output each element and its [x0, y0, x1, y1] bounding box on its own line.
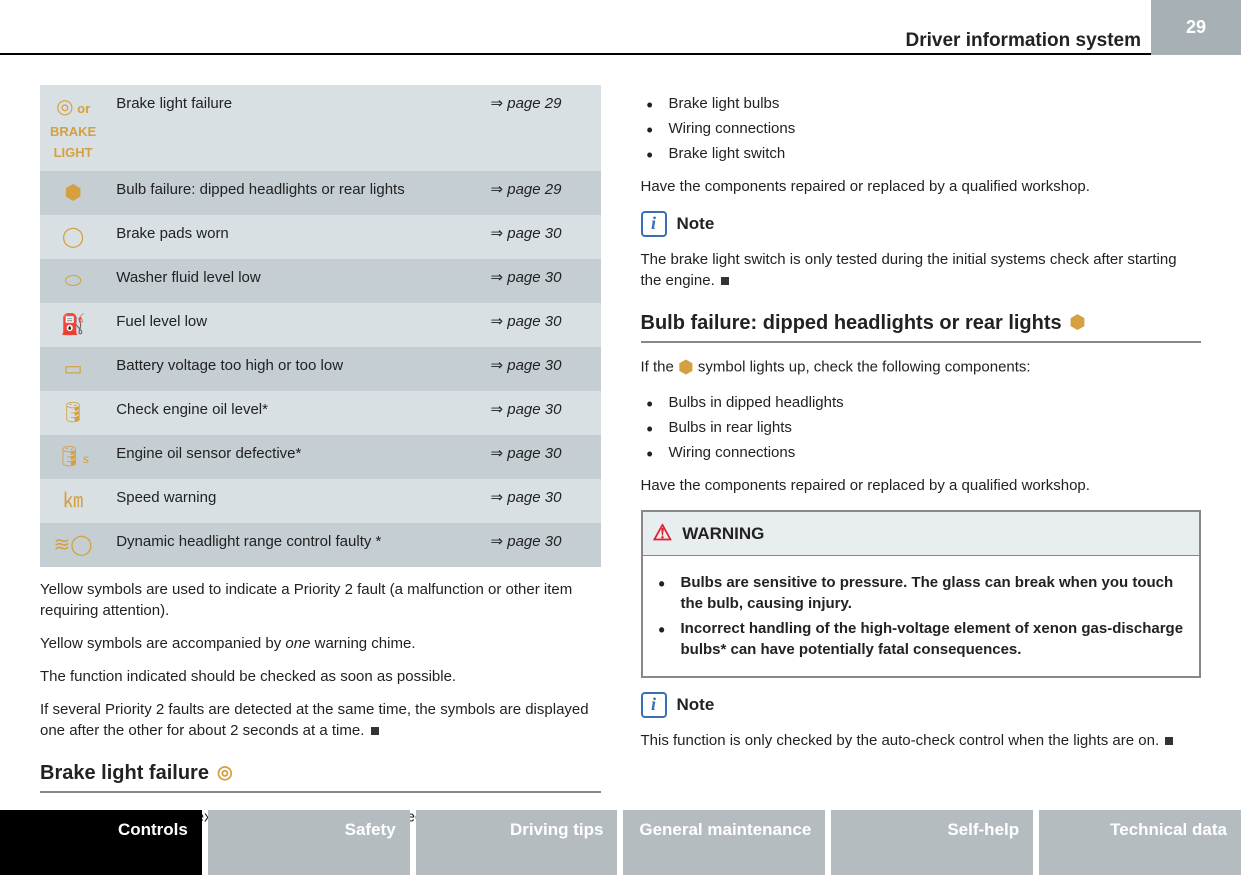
warning-icon-cell: ⬢ — [40, 171, 106, 215]
table-row: 🛢ₛ Engine oil sensor defective*page 30 — [40, 435, 601, 479]
nav-tab-driving-tips[interactable]: Driving tips — [416, 810, 618, 875]
info-paragraph: If several Priority 2 faults are detecte… — [40, 699, 601, 741]
warning-description: Brake light failure — [106, 85, 480, 171]
warning-icon-cell: ㎞ — [40, 479, 106, 523]
nav-tab-technical-data[interactable]: Technical data — [1039, 810, 1241, 875]
warning-icon-cell: 🛢ₛ — [40, 435, 106, 479]
warning-header: ⚠ WARNING — [643, 512, 1200, 556]
warning-icon: ◎ — [56, 96, 73, 118]
bulb-intro: If the ⬢ symbol lights up, check the fol… — [641, 355, 1202, 380]
warning-description: Bulb failure: dipped headlights or rear … — [106, 171, 480, 215]
warning-icon-cell: ▭ — [40, 347, 106, 391]
warning-description: Washer fluid level low — [106, 259, 480, 303]
table-row: ⛽ Fuel level lowpage 30 — [40, 303, 601, 347]
warning-icon: 🛢 — [60, 402, 85, 424]
info-paragraph: Yellow symbols are accompanied by one wa… — [40, 633, 601, 654]
page-header: Driver information system 29 — [0, 0, 1241, 55]
repair-instruction: Have the components repaired or replaced… — [641, 176, 1202, 197]
right-column: Brake light bulbs Wiring connections Brake… — [641, 85, 1202, 863]
warning-description: Brake pads worn — [106, 215, 480, 259]
warning-description: Speed warning — [106, 479, 480, 523]
table-row: ㎞ Speed warningpage 30 — [40, 479, 601, 523]
table-row: ◯ Brake pads wornpage 30 — [40, 215, 601, 259]
table-row: 🛢 Check engine oil level*page 30 — [40, 391, 601, 435]
warning-icon-cell: ≋◯ — [40, 523, 106, 567]
nav-tab-safety[interactable]: Safety — [208, 810, 410, 875]
page-reference[interactable]: page 30 — [481, 215, 601, 259]
warning-triangle-icon: ⚠ — [653, 518, 673, 549]
left-column: ◎ or BRAKE LIGHTBrake light failurepage … — [40, 85, 601, 863]
page-reference[interactable]: page 30 — [481, 435, 601, 479]
list-item: Wiring connections — [641, 118, 1202, 139]
warning-icon: ⬭ — [65, 270, 82, 292]
repair-instruction-2: Have the components repaired or replaced… — [641, 475, 1202, 496]
content-area: ◎ or BRAKE LIGHTBrake light failurepage … — [0, 55, 1241, 863]
table-row: ▭ Battery voltage too high or too lowpage… — [40, 347, 601, 391]
warning-icon: ◯ — [62, 226, 84, 248]
table-row: ⬢ Bulb failure: dipped headlights or rear… — [40, 171, 601, 215]
nav-tab-general-maintenance[interactable]: General maintenance — [623, 810, 825, 875]
section-brake-light-failure: Brake light failure ◎ — [40, 759, 601, 793]
brake-light-icon: ◎ — [217, 760, 233, 785]
warning-icon: 🛢ₛ — [57, 446, 90, 468]
list-item: Bulbs in dipped headlights — [641, 392, 1202, 413]
warning-icon: ≋◯ — [54, 534, 93, 556]
brake-components-list: Brake light bulbs Wiring connections Brake… — [641, 93, 1202, 164]
warning-description: Engine oil sensor defective* — [106, 435, 480, 479]
page-reference[interactable]: page 29 — [481, 171, 601, 215]
warning-icon-cell: 🛢 — [40, 391, 106, 435]
footer-nav-tabs: ControlsSafetyDriving tipsGeneral mainte… — [0, 810, 1241, 875]
list-item: Wiring connections — [641, 442, 1202, 463]
warning-icon-cell: ⬭ — [40, 259, 106, 303]
info-paragraph: Yellow symbols are used to indicate a Pr… — [40, 579, 601, 621]
warning-icon-cell: ◯ — [40, 215, 106, 259]
list-item: Incorrect handling of the high-voltage e… — [653, 618, 1190, 660]
page-reference[interactable]: page 30 — [481, 523, 601, 567]
bulb-icon: ⬢ — [678, 357, 694, 377]
page-number: 29 — [1151, 0, 1241, 55]
page-reference[interactable]: page 30 — [481, 259, 601, 303]
bulb-icon: ⬢ — [1070, 310, 1086, 335]
warning-description: Battery voltage too high or too low — [106, 347, 480, 391]
page-reference[interactable]: page 29 — [481, 85, 601, 171]
info-icon: i — [641, 692, 667, 718]
bulb-components-list: Bulbs in dipped headlights Bulbs in rear … — [641, 392, 1202, 463]
list-item: Brake light bulbs — [641, 93, 1202, 114]
warning-box: ⚠ WARNING Bulbs are sensitive to pressur… — [641, 510, 1202, 678]
list-item: Bulbs are sensitive to pressure. The gla… — [653, 572, 1190, 614]
nav-tab-controls[interactable]: Controls — [0, 810, 202, 875]
list-item: Bulbs in rear lights — [641, 417, 1202, 438]
note-box-1: i Note — [641, 211, 1202, 237]
page-reference[interactable]: page 30 — [481, 479, 601, 523]
page-reference[interactable]: page 30 — [481, 347, 601, 391]
warning-description: Fuel level low — [106, 303, 480, 347]
note-2-text: This function is only checked by the aut… — [641, 730, 1202, 751]
warning-description: Check engine oil level* — [106, 391, 480, 435]
page-reference[interactable]: page 30 — [481, 391, 601, 435]
warning-description: Dynamic headlight range control faulty * — [106, 523, 480, 567]
warning-icon-cell: ◎ or BRAKE LIGHT — [40, 85, 106, 171]
warning-icon: ⬢ — [64, 182, 81, 204]
nav-tab-self-help[interactable]: Self-help — [831, 810, 1033, 875]
table-row: ◎ or BRAKE LIGHTBrake light failurepage … — [40, 85, 601, 171]
page-reference[interactable]: page 30 — [481, 303, 601, 347]
table-row: ≋◯ Dynamic headlight range control faulty… — [40, 523, 601, 567]
warning-icon: ▭ — [64, 358, 83, 380]
info-icon: i — [641, 211, 667, 237]
note-box-2: i Note — [641, 692, 1202, 718]
info-paragraph: The function indicated should be checked… — [40, 666, 601, 687]
section-bulb-failure: Bulb failure: dipped headlights or rear … — [641, 309, 1202, 343]
warning-icon-cell: ⛽ — [40, 303, 106, 347]
warning-icon: ㎞ — [63, 490, 83, 512]
warning-icon: ⛽ — [61, 314, 86, 336]
note-1-text: The brake light switch is only tested du… — [641, 249, 1202, 291]
warning-symbols-table: ◎ or BRAKE LIGHTBrake light failurepage … — [40, 85, 601, 567]
header-title: Driver information system — [906, 28, 1141, 55]
list-item: Brake light switch — [641, 143, 1202, 164]
table-row: ⬭ Washer fluid level lowpage 30 — [40, 259, 601, 303]
warning-items: Bulbs are sensitive to pressure. The gla… — [653, 572, 1190, 660]
